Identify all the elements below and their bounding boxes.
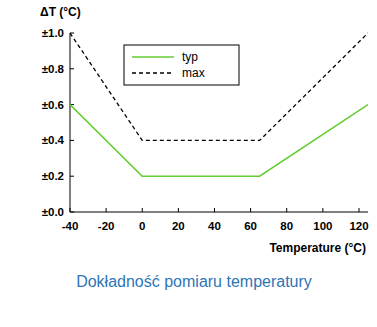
x-tick [214, 208, 215, 212]
x-tick-label: -20 [98, 220, 115, 232]
legend-swatch [132, 72, 174, 73]
x-tick [106, 208, 107, 212]
y-tick-label: ±0.6 [42, 99, 64, 111]
legend-swatch [132, 56, 174, 58]
x-axis-label: Temperature (°C) [269, 241, 366, 255]
legend-box [124, 45, 239, 85]
chart-container: ±0.0 ±0.2 ±0.4 ±0.6 ±0.8 ±1.0 -40 -20 0 20 40 60 80 1… [0, 0, 377, 327]
series-group [70, 33, 368, 176]
x-tick [322, 208, 323, 212]
y-tick-label: ±0.0 [42, 206, 64, 218]
y-tick-label: ±1.0 [42, 27, 64, 39]
y-tick-label: ±0.2 [42, 170, 64, 182]
x-tick-label: 100 [313, 220, 332, 232]
x-tick-label: -40 [62, 220, 79, 232]
x-tick-label: 40 [208, 220, 221, 232]
y-tick [70, 68, 74, 69]
y-tick [70, 140, 74, 141]
x-tick-label: 120 [349, 220, 368, 232]
y-tick [70, 176, 74, 177]
legend-label: max [182, 66, 205, 80]
x-tick-label: 80 [280, 220, 293, 232]
x-tick [358, 208, 359, 212]
x-tick [142, 208, 143, 212]
legend-label: typ [182, 50, 198, 64]
x-tick-label: 0 [139, 220, 145, 232]
x-tick-label: 20 [172, 220, 185, 232]
x-tick-label: 60 [244, 220, 257, 232]
x-tick [178, 208, 179, 212]
x-tick [250, 208, 251, 212]
x-axis-line [70, 212, 368, 213]
chart-svg: ±0.0 ±0.2 ±0.4 ±0.6 ±0.8 ±1.0 -40 -20 0 20 40 60 80 1… [0, 0, 377, 327]
y-axis-label: ΔT (°C) [40, 5, 81, 19]
series-line [70, 33, 368, 140]
chart-title: Dokładność pomiaru temperatury [76, 273, 312, 290]
y-tick-label: ±0.4 [42, 134, 65, 146]
y-tick-label: ±0.8 [42, 63, 65, 75]
y-axis-line [70, 33, 71, 212]
x-tick [286, 208, 287, 212]
